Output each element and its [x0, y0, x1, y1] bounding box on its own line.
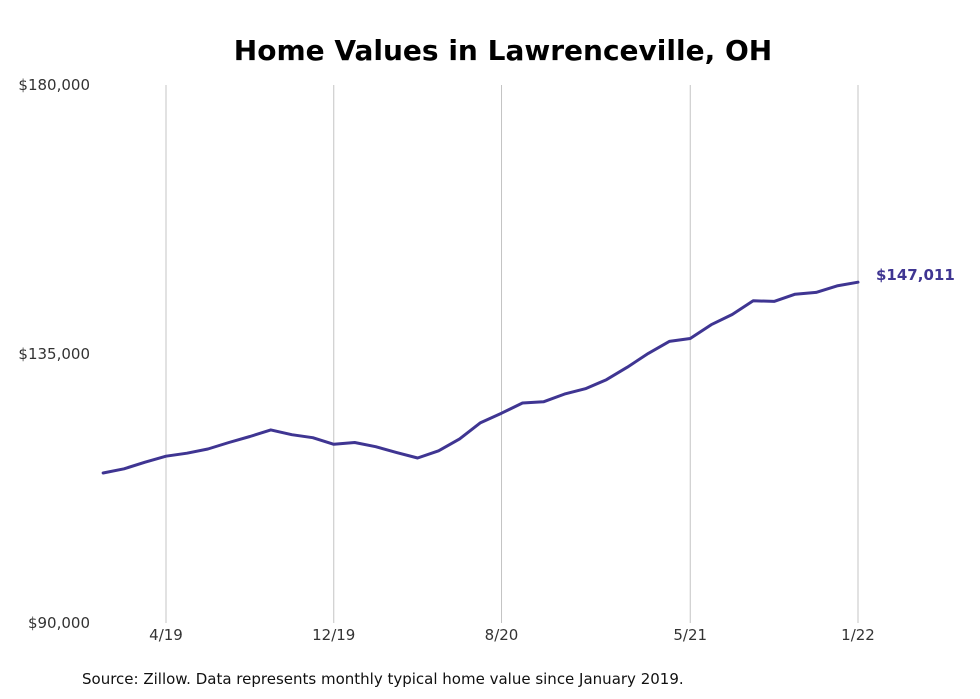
series-line-0 [101, 280, 860, 475]
series-layer: $147,011 [101, 266, 955, 475]
y-tick-label: $135,000 [18, 345, 90, 363]
end-value-label: $147,011 [876, 266, 955, 284]
y-tick-label: $90,000 [28, 614, 90, 632]
x-tick-label: 1/22 [841, 626, 875, 644]
source-note: Source: Zillow. Data represents monthly … [82, 670, 684, 688]
chart-title: Home Values in Lawrenceville, OH [234, 34, 772, 67]
x-tick-label: 8/20 [485, 626, 519, 644]
y-tick-label: $180,000 [18, 76, 90, 94]
vertical-grid-lines [165, 85, 859, 623]
x-tick-label: 5/21 [673, 626, 707, 644]
x-axis-tick-labels: 4/19 12/19 8/20 5/21 1/22 [149, 626, 875, 644]
x-tick-label: 4/19 [149, 626, 183, 644]
y-axis-tick-labels: $180,000 $135,000 $90,000 [18, 76, 90, 632]
x-tick-label: 12/19 [312, 626, 355, 644]
